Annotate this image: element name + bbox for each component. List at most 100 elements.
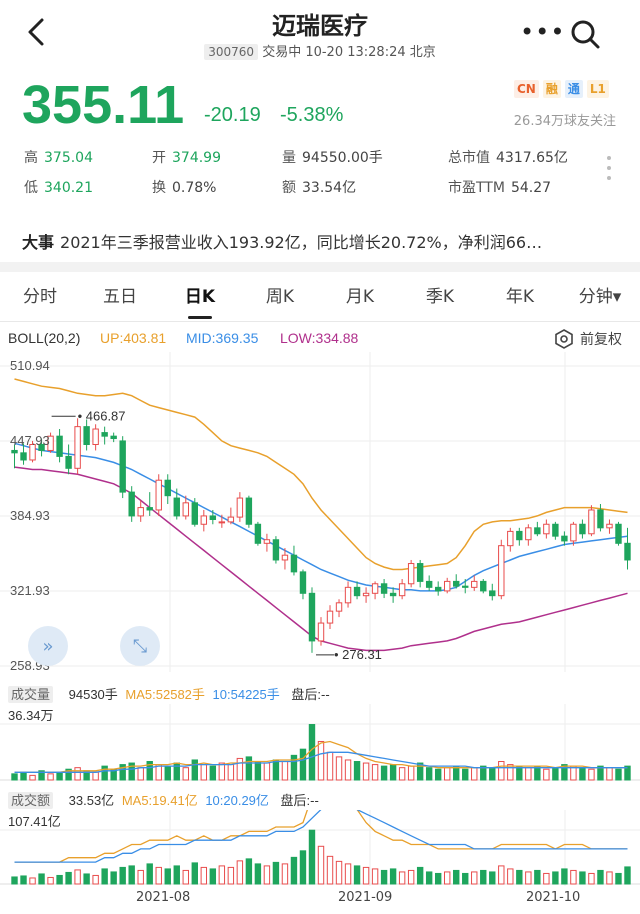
- volume-bar: [371, 764, 379, 781]
- stat-turnover: 换 0.78%: [152, 180, 217, 196]
- volume-bar: [326, 751, 334, 781]
- candle-body: [597, 509, 604, 529]
- tab-monthly-k[interactable]: 月K: [345, 287, 375, 307]
- date-label-aug: 2021-08: [136, 890, 191, 905]
- tab-daily-k[interactable]: 日K: [160, 274, 240, 321]
- volume-bar: [74, 869, 81, 885]
- candle-body: [525, 527, 532, 541]
- back-button[interactable]: [20, 14, 56, 50]
- amount-header: 成交额 33.53亿 MA5:19.41亿 10:20.29亿 盘后:--: [8, 790, 319, 809]
- stat-low: 低 340.21: [24, 180, 93, 196]
- volume-bar: [389, 764, 397, 781]
- candle-body: [47, 435, 54, 451]
- volume-bar: [92, 771, 99, 781]
- volume-bar: [579, 767, 586, 781]
- tab-yearly-k[interactable]: 年K: [505, 287, 535, 307]
- amount-title[interactable]: 成交额: [8, 792, 54, 809]
- volume-bar: [443, 767, 451, 781]
- candle-body: [281, 554, 289, 561]
- volume-bar: [561, 868, 568, 885]
- expand-left-button[interactable]: »: [28, 626, 68, 666]
- candle-body: [74, 426, 81, 469]
- candle-body: [443, 580, 451, 592]
- indicator-name[interactable]: BOLL(20,2): [8, 330, 81, 346]
- volume-bar: [299, 850, 307, 885]
- volume-bar: [362, 866, 370, 885]
- volume-bar: [227, 764, 235, 781]
- volume-bar: [308, 724, 316, 781]
- boll-mid-value: MID:369.35: [186, 330, 259, 346]
- candle-body: [588, 509, 595, 535]
- candle-body: [56, 435, 63, 457]
- candle-body: [290, 554, 298, 573]
- candle-body: [570, 523, 577, 542]
- stat-market-cap: 总市值 4317.65亿: [448, 150, 568, 166]
- badge-connect[interactable]: 通: [564, 80, 583, 98]
- volume-bar: [588, 768, 595, 781]
- volume-bar: [20, 771, 27, 781]
- volume-bar: [74, 767, 81, 781]
- amount-chart[interactable]: 107.41亿: [0, 810, 640, 886]
- tab-five-day[interactable]: 五日: [103, 287, 137, 307]
- more-stats-icon[interactable]: [607, 156, 615, 186]
- candle-body: [263, 539, 271, 544]
- volume-bar: [137, 767, 144, 781]
- volume-bar: [92, 874, 99, 885]
- candle-body: [434, 586, 442, 592]
- event-banner[interactable]: 大事 2021年三季报营业收入193.92亿，同比增长20.72%，净利润66…: [22, 229, 626, 253]
- badge-cn[interactable]: CN: [514, 80, 539, 98]
- boll-up-line: [14, 378, 628, 571]
- more-icon[interactable]: •••: [520, 18, 566, 46]
- tab-weekly-k[interactable]: 周K: [265, 287, 295, 307]
- search-button[interactable]: [565, 14, 605, 54]
- volume-bar: [200, 866, 208, 885]
- candle-body: [498, 545, 505, 597]
- candle-body: [29, 443, 36, 461]
- candle-body: [110, 435, 117, 440]
- volume-bar: [389, 868, 397, 885]
- volume-bar: [615, 768, 622, 781]
- candle-body: [317, 622, 325, 642]
- page-title: 迈瑞医疗: [272, 12, 368, 40]
- volume-bar: [83, 873, 90, 885]
- min-price-label: • 276.31: [334, 647, 382, 662]
- candle-body: [552, 523, 559, 537]
- stat-volume: 量 94550.00手: [282, 150, 383, 166]
- badge-level1[interactable]: L1: [586, 80, 609, 98]
- volume-bar: [480, 869, 487, 885]
- candle-body: [353, 586, 361, 597]
- fullscreen-button[interactable]: ⤡: [120, 626, 160, 666]
- volume-bar: [47, 876, 54, 885]
- axis-max-label: 36.34万: [8, 708, 54, 723]
- volume-bar: [498, 865, 505, 885]
- candle-body: [20, 452, 27, 461]
- price-change-percent: -5.38%: [280, 104, 344, 126]
- event-label: 大事: [22, 233, 55, 252]
- volume-bar: [434, 768, 442, 781]
- search-icon: [571, 20, 600, 49]
- volume-title[interactable]: 成交量: [8, 686, 54, 703]
- volume-bar: [552, 871, 559, 885]
- candle-body: [200, 515, 208, 525]
- volume-bar: [38, 873, 45, 885]
- volume-bar: [353, 761, 361, 781]
- volume-bar: [146, 761, 153, 781]
- tab-quarterly-k[interactable]: 季K: [425, 287, 455, 307]
- volume-bar: [606, 767, 613, 781]
- volume-bar: [371, 868, 379, 885]
- expand-arrows-icon: ⤡: [132, 635, 148, 657]
- volume-bar: [425, 871, 433, 885]
- volume-chart[interactable]: 36.34万: [0, 704, 640, 782]
- date-label-oct: 2021-10: [526, 890, 581, 905]
- current-price: 355.11: [22, 75, 185, 135]
- stock-code: 300760: [204, 44, 259, 60]
- volume-bar: [236, 860, 244, 885]
- tab-intraday[interactable]: 分时: [23, 287, 57, 307]
- candle-body: [218, 521, 226, 524]
- badge-margin[interactable]: 融: [542, 80, 561, 98]
- adjust-toggle[interactable]: 前复权: [554, 329, 622, 349]
- tab-minute[interactable]: 分钟▾: [578, 287, 622, 307]
- candle-body: [561, 535, 568, 542]
- volume-bar: [11, 876, 18, 885]
